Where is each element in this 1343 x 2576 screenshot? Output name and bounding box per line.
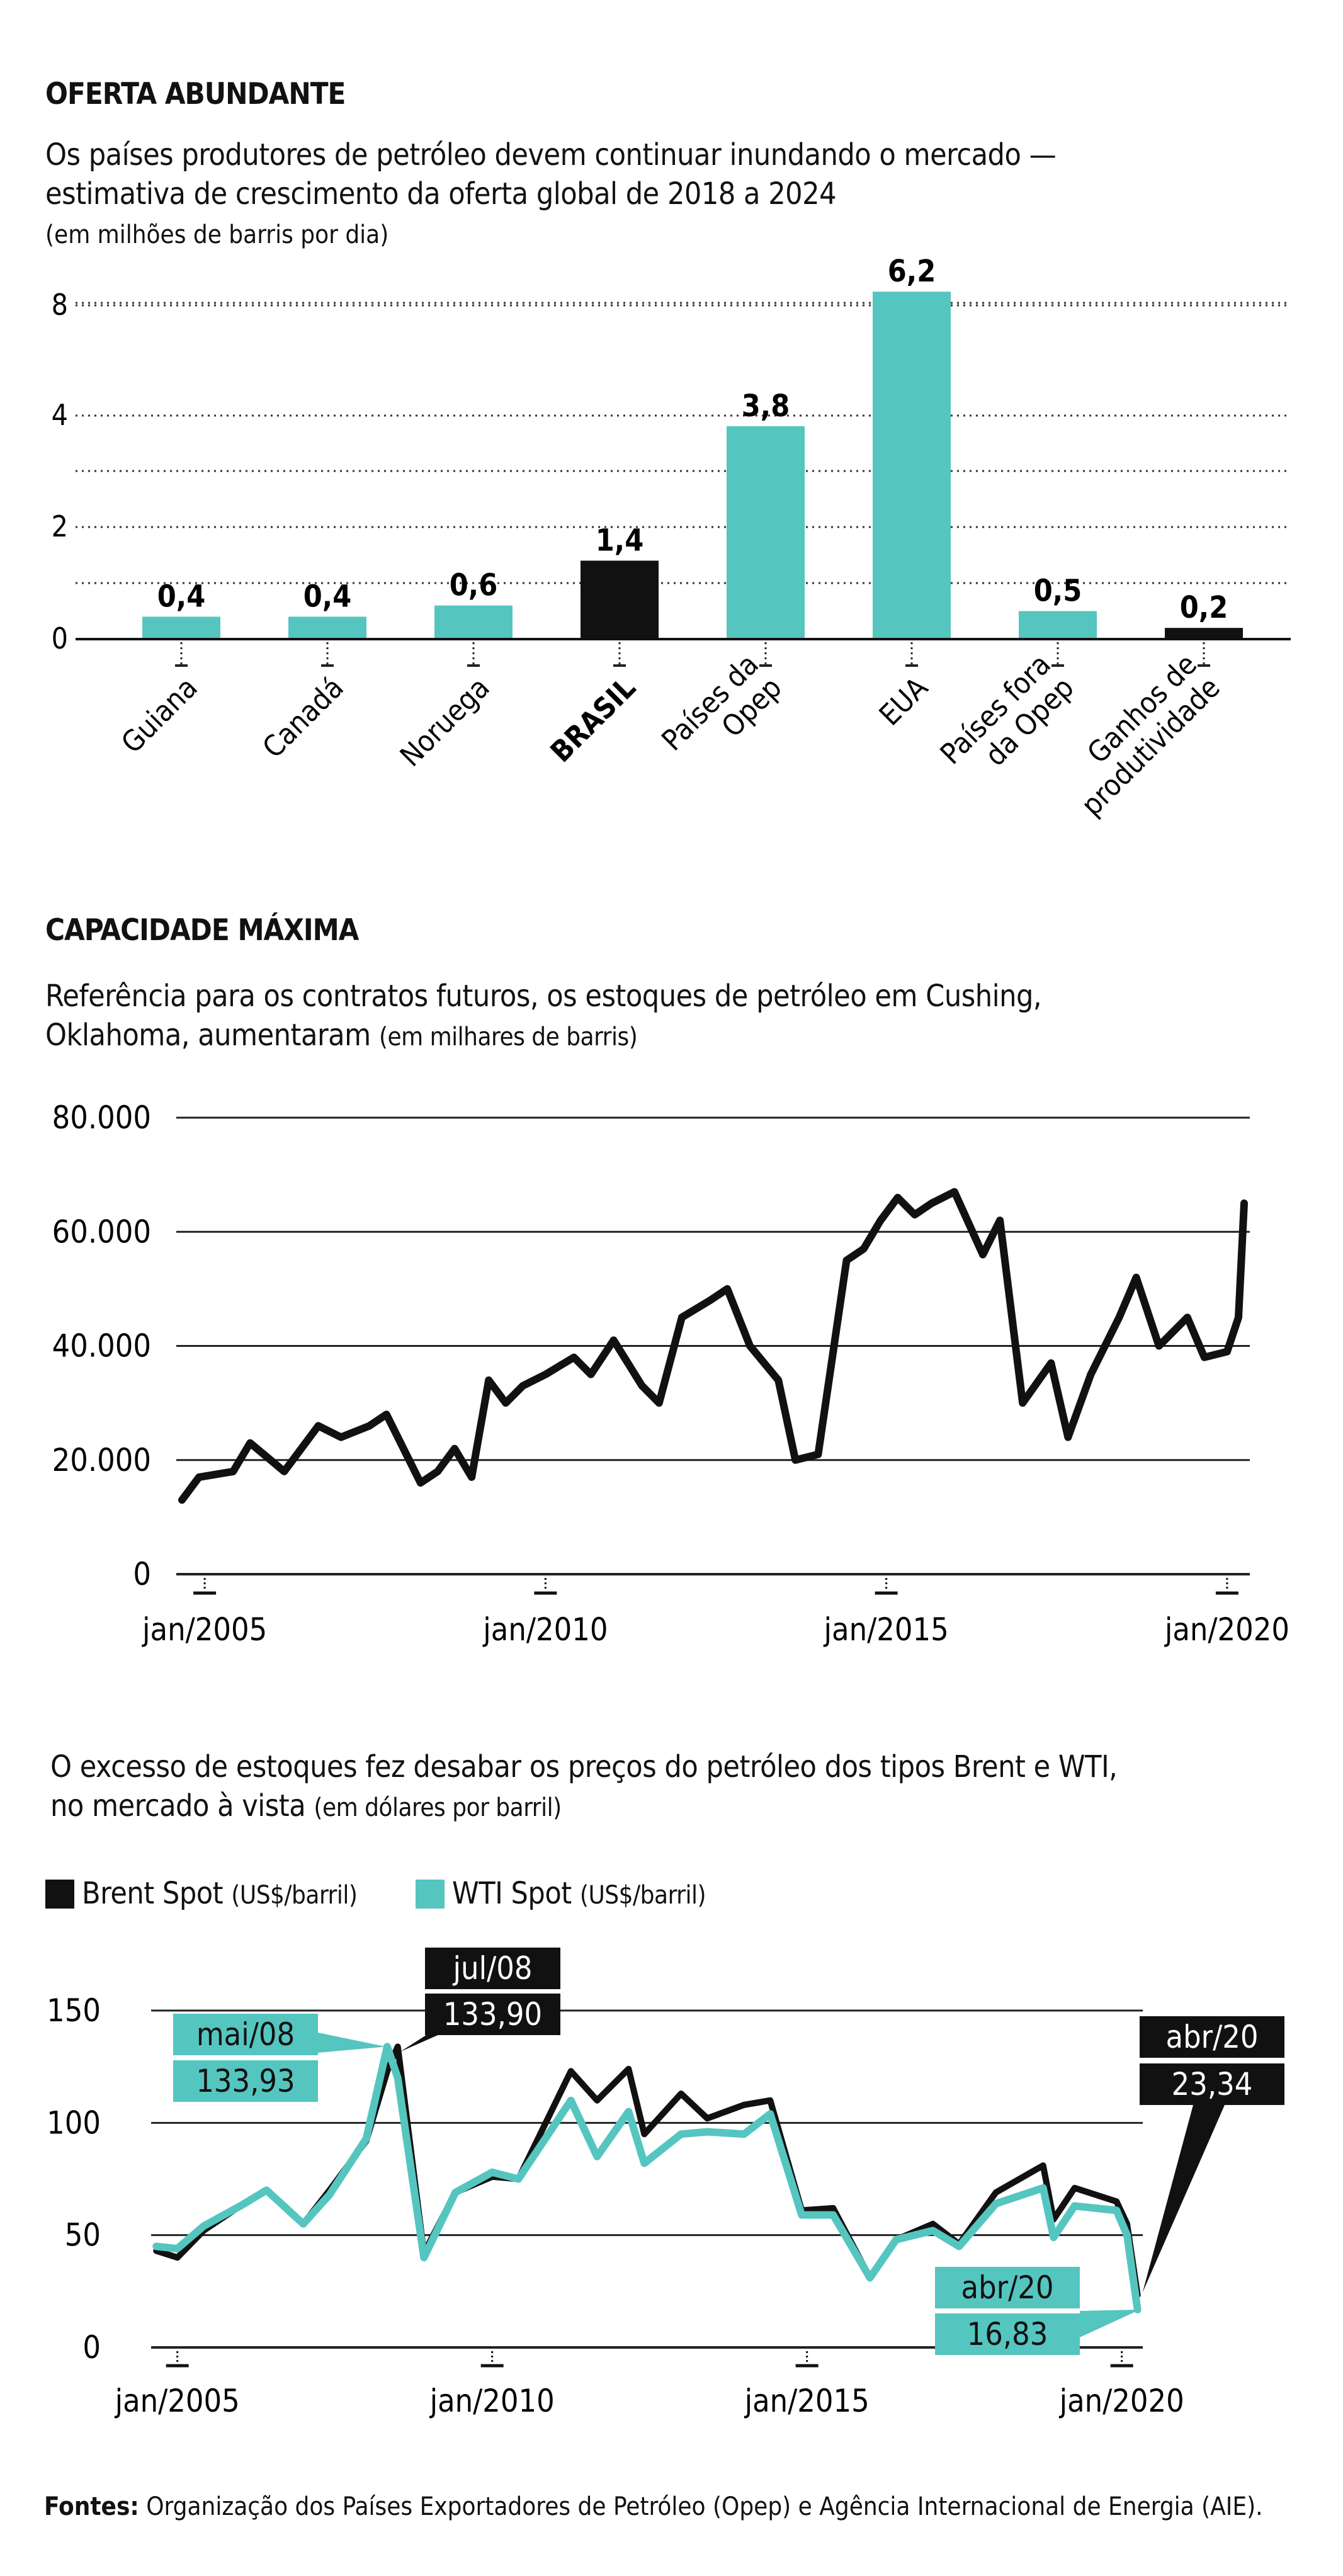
cushing-ytick-label: 20.000 (52, 1442, 151, 1478)
cushing-xtick-label: jan/2015 (824, 1611, 949, 1648)
cushing-chart-subtitle-line2: Oklahoma, aumentaram (em milhares de bar… (45, 1016, 638, 1057)
cushing-ytick-label: 60.000 (52, 1213, 151, 1250)
bar-value-label: 0,4 (303, 579, 352, 614)
bar (873, 292, 951, 639)
cushing-chart-heading: CAPACIDADE MÁXIMA (45, 913, 359, 948)
bar (142, 616, 220, 639)
wti-end-date-box (935, 2267, 1080, 2308)
wti-end-value-text: 16,83 (967, 2316, 1048, 2352)
legend-wti-name: WTI Spot (452, 1876, 572, 1911)
price-ytick-label: 50 (65, 2217, 101, 2254)
wti-end-date-text: abr/20 (961, 2269, 1054, 2306)
wti-peak-value-box (173, 2060, 318, 2102)
bar-value-label: 3,8 (742, 389, 790, 424)
brent-end-value-box (1140, 2063, 1284, 2105)
bar-value-label: 1,4 (596, 523, 644, 558)
cushing-stock-line (178, 1188, 1248, 1504)
brent-peak-date-box (425, 1948, 560, 1989)
brent-peak-pointer (400, 2034, 441, 2052)
brent-peak-date-text: jul/08 (453, 1950, 533, 1987)
brent-end-date-text: abr/20 (1166, 2019, 1259, 2055)
wti-end-value-box (935, 2313, 1080, 2355)
bar-value-label: 0,6 (450, 568, 498, 603)
bar-ytick-label: 8 (52, 288, 68, 322)
legend-brent-swatch (45, 1880, 74, 1909)
cushing-line-chart: 0 20.000 40.000 60.000 80.000 jan/2005 jan/201… (52, 1099, 1289, 1648)
price-ytick-label: 150 (47, 1992, 101, 2029)
cushing-ytick-label: 0 (133, 1556, 151, 1592)
cushing-xtick-label: jan/2010 (482, 1611, 608, 1648)
sources-text: Organização dos Países Exportadores de P… (146, 2492, 1263, 2521)
legend-brent-name: Brent Spot (82, 1876, 224, 1911)
supply-bar-chart: 02480,4Guiana0,4Canadá0,6Noruega1,4BRASI… (52, 254, 1291, 822)
bar (581, 560, 659, 639)
price-xtick-label: jan/2010 (429, 2383, 555, 2419)
wti-price-line (152, 2043, 1142, 2313)
bar-ytick-label: 2 (52, 509, 68, 543)
bar (434, 605, 513, 639)
bar-value-label: 0,5 (1034, 574, 1082, 609)
wti-end-pointer (1080, 2309, 1140, 2337)
prices-subtitle-unit: (em dólares por barril) (314, 1793, 562, 1822)
cushing-ytick-label: 40.000 (52, 1328, 151, 1365)
bar-ytick-label: 4 (52, 398, 68, 432)
wti-peak-pointer (318, 2033, 386, 2053)
brent-end-pointer (1142, 2105, 1225, 2293)
legend-wti-label: WTI Spot (US$/barril) (452, 1874, 706, 1915)
price-xtick-label: jan/2005 (115, 2383, 240, 2419)
legend-brent-label: Brent Spot (US$/barril) (82, 1874, 358, 1915)
brent-end-value-text: 23,34 (1172, 2066, 1253, 2102)
supply-chart-subtitle-line1: Os países produtores de petróleo devem c… (45, 137, 1057, 173)
bar-value-label: 0,4 (157, 579, 206, 614)
legend-wti-swatch (416, 1880, 445, 1909)
wti-peak-date-box (173, 2014, 318, 2055)
brent-peak-value-text: 133,90 (443, 1996, 542, 2033)
wti-peak-date-text: mai/08 (196, 2016, 295, 2053)
prices-subtitle-main: no mercado à vista (50, 1788, 306, 1824)
bar (1165, 628, 1243, 639)
cushing-ytick-label: 80.000 (52, 1099, 151, 1136)
brent-end-date-box (1140, 2016, 1284, 2058)
sources-footnote: Fontes: Organização dos Países Exportado… (44, 2492, 1263, 2521)
brent-peak-value-box (425, 1994, 560, 2035)
cushing-subtitle-unit: (em milhares de barris) (378, 1023, 638, 1052)
prices-chart-subtitle-line1: O excesso de estoques fez desabar os pre… (50, 1749, 1118, 1784)
price-ytick-label: 100 (47, 2104, 101, 2141)
cushing-xtick-label: jan/2020 (1164, 1611, 1289, 1648)
wti-peak-value-text: 133,93 (196, 2063, 295, 2099)
bar-ytick-label: 0 (52, 621, 68, 655)
bar-value-label: 6,2 (888, 254, 936, 289)
supply-chart-subtitle-line2: estimativa de crescimento da oferta glob… (45, 176, 837, 212)
price-ytick-label: 0 (82, 2329, 101, 2366)
bar (727, 426, 805, 639)
price-xtick-label: jan/2015 (744, 2383, 870, 2419)
supply-chart-unit-label: (em milhões de barris por dia) (45, 220, 389, 249)
bar-value-label: 0,2 (1180, 590, 1228, 625)
legend-wti-unit: (US$/barril) (579, 1881, 706, 1910)
prices-chart-subtitle-line2: no mercado à vista (em dólares por barri… (50, 1786, 562, 1827)
price-xtick-label: jan/2020 (1059, 2383, 1184, 2419)
cushing-chart-subtitle-line1: Referência para os contratos futuros, os… (45, 979, 1042, 1014)
legend-brent-unit: (US$/barril) (231, 1881, 358, 1910)
bar (1019, 611, 1097, 639)
cushing-xtick-label: jan/2005 (142, 1611, 267, 1648)
sources-label: Fontes: (44, 2492, 139, 2521)
cushing-subtitle-main: Oklahoma, aumentaram (45, 1018, 371, 1053)
bar (288, 616, 366, 639)
supply-chart-heading: OFERTA ABUNDANTE (45, 77, 346, 111)
